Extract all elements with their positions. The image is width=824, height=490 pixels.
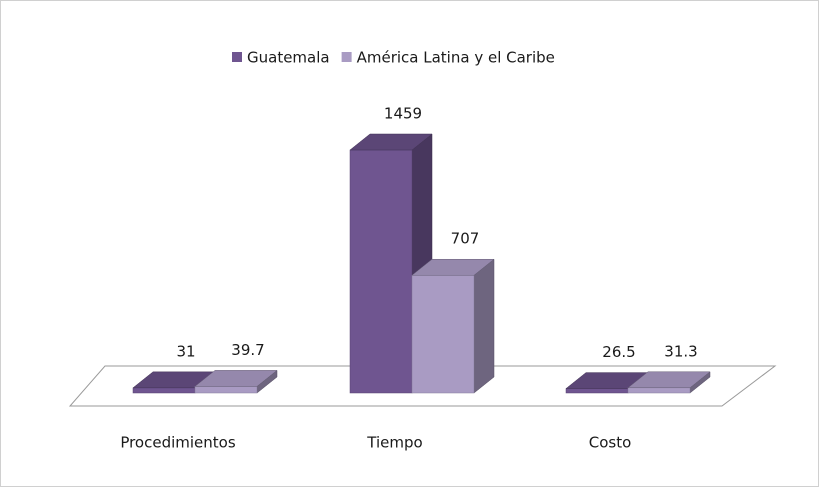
x-tick-label: Costo bbox=[589, 434, 632, 452]
legend-swatch bbox=[232, 52, 242, 62]
legend: Guatemala América Latina y el Caribe bbox=[232, 49, 555, 67]
bar-top bbox=[349, 133, 433, 151]
bar-front bbox=[565, 388, 629, 394]
bar-front bbox=[349, 149, 413, 394]
bar-top bbox=[411, 258, 495, 276]
x-tick-label: Procedimientos bbox=[120, 434, 236, 452]
data-label: 31.3 bbox=[664, 342, 697, 360]
legend-swatch bbox=[341, 52, 352, 62]
data-label: 39.7 bbox=[231, 341, 264, 359]
bar-front bbox=[132, 387, 196, 394]
bar-side bbox=[473, 258, 495, 394]
data-label: 31 bbox=[176, 342, 195, 360]
bar bbox=[627, 371, 711, 394]
bar bbox=[194, 369, 278, 394]
legend-label: Guatemala bbox=[247, 49, 330, 67]
data-label: 1459 bbox=[384, 105, 422, 123]
bar-front bbox=[411, 274, 475, 394]
legend-label: América Latina y el Caribe bbox=[357, 49, 555, 67]
x-tick-label: Tiempo bbox=[366, 434, 422, 452]
data-label: 707 bbox=[451, 230, 480, 248]
bar bbox=[411, 258, 495, 394]
bar-top bbox=[627, 371, 711, 389]
data-label: 26.5 bbox=[602, 343, 635, 361]
bar-top bbox=[194, 370, 278, 387]
bar-front bbox=[627, 387, 691, 394]
bar-front bbox=[194, 386, 258, 394]
